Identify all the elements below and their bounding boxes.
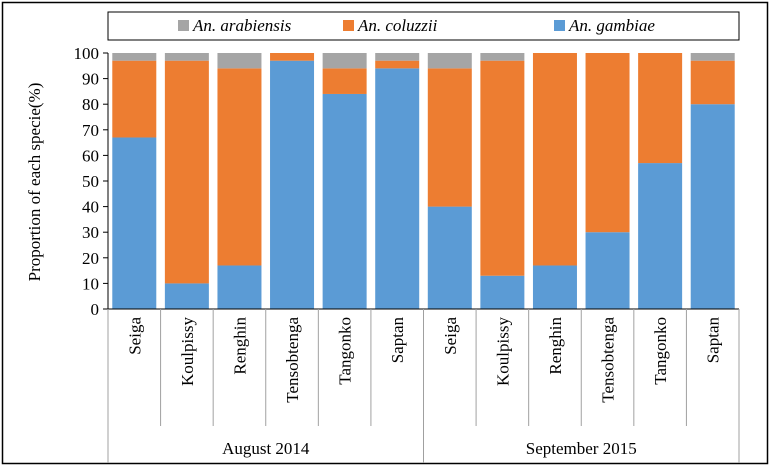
x-tick-label: Saptan (388, 317, 407, 364)
bar-segment-an-gambiae (690, 104, 735, 309)
bar-segment-an-gambiae (480, 275, 525, 309)
x-tick-label: Tensobtenga (599, 317, 618, 403)
bar-segment-an-arabiensis (112, 53, 157, 61)
y-axis-label: Proportion of each specie(%) (25, 83, 44, 282)
x-tick-label: Renghin (546, 317, 565, 375)
bar-segment-an-gambiae (112, 137, 157, 309)
bar-segment-an-arabiensis (427, 53, 472, 69)
y-axis: 0 10 20 30 40 50 60 70 80 90 100 (74, 44, 109, 319)
bar-segment-an-coluzzii (690, 60, 735, 105)
y-tick-label: 60 (82, 146, 99, 165)
bar-segment-an-coluzzii (532, 53, 577, 266)
legend-label: An. gambiae (568, 16, 655, 35)
bar-segment-an-coluzzii (585, 53, 630, 233)
bars-layer (112, 53, 735, 310)
y-tick-label: 0 (91, 300, 100, 319)
y-tick-label: 100 (74, 44, 100, 63)
bar-segment-an-gambiae (270, 60, 315, 310)
bar-segment-an-arabiensis (217, 53, 262, 69)
y-tick-label: 80 (82, 95, 99, 114)
bar-segment-an-arabiensis (164, 53, 209, 61)
y-tick-label: 20 (82, 249, 99, 268)
bar-segment-an-gambiae (375, 68, 420, 309)
y-tick-label: 70 (82, 121, 99, 140)
bar-segment-an-gambiae (532, 265, 577, 309)
bar-segment-an-coluzzii (480, 60, 525, 276)
y-tick-label: 50 (82, 172, 99, 191)
legend-swatch (554, 20, 565, 31)
x-tick-label: Seiga (125, 317, 144, 355)
bar-segment-an-arabiensis (322, 53, 367, 69)
x-tick-label: Tangonko (651, 317, 670, 385)
x-tick-label: Renghin (230, 317, 249, 375)
y-tick-label: 90 (82, 70, 99, 89)
x-tick-label: Tensobtenga (283, 317, 302, 403)
bar-segment-an-gambiae (427, 206, 472, 309)
legend-swatch (178, 20, 189, 31)
legend: An. arabiensis An. coluzzii An. gambiae (178, 16, 655, 35)
bar-segment-an-coluzzii (322, 68, 367, 94)
bar-segment-an-coluzzii (112, 60, 157, 138)
x-group-label: August 2014 (222, 439, 310, 458)
bar-segment-an-coluzzii (270, 53, 315, 61)
legend-swatch (343, 20, 354, 31)
x-tick-label: Seiga (441, 317, 460, 355)
legend-label: An. coluzzii (357, 16, 438, 35)
bar-segment-an-gambiae (585, 232, 630, 309)
bar-segment-an-gambiae (322, 93, 367, 310)
bar-segment-an-coluzzii (217, 68, 262, 266)
x-axis: Seiga Koulpissy Renghin Tensobtenga Tangonko… (107, 308, 740, 463)
x-tick-label: Tangonko (336, 317, 355, 385)
bar-segment-an-coluzzii (375, 60, 420, 69)
bar-segment-an-coluzzii (638, 53, 683, 164)
bar-segment-an-arabiensis (690, 53, 735, 61)
legend-label: An. arabiensis (192, 16, 292, 35)
x-group-label: September 2015 (526, 439, 637, 458)
y-tick-label: 10 (82, 274, 99, 293)
bar-segment-an-arabiensis (480, 53, 525, 61)
bar-segment-an-gambiae (217, 265, 262, 309)
y-tick-label: 30 (82, 223, 99, 242)
x-tick-label: Saptan (704, 317, 723, 364)
bar-segment-an-arabiensis (375, 53, 420, 61)
bar-segment-an-gambiae (164, 283, 209, 309)
bar-segment-an-coluzzii (164, 60, 209, 284)
legend-box (107, 11, 740, 41)
bar-segment-an-gambiae (638, 163, 683, 309)
bar-segment-an-coluzzii (427, 68, 472, 207)
x-tick-label: Koulpissy (178, 317, 197, 386)
x-tick-label: Koulpissy (493, 317, 512, 386)
y-tick-label: 40 (82, 198, 99, 217)
